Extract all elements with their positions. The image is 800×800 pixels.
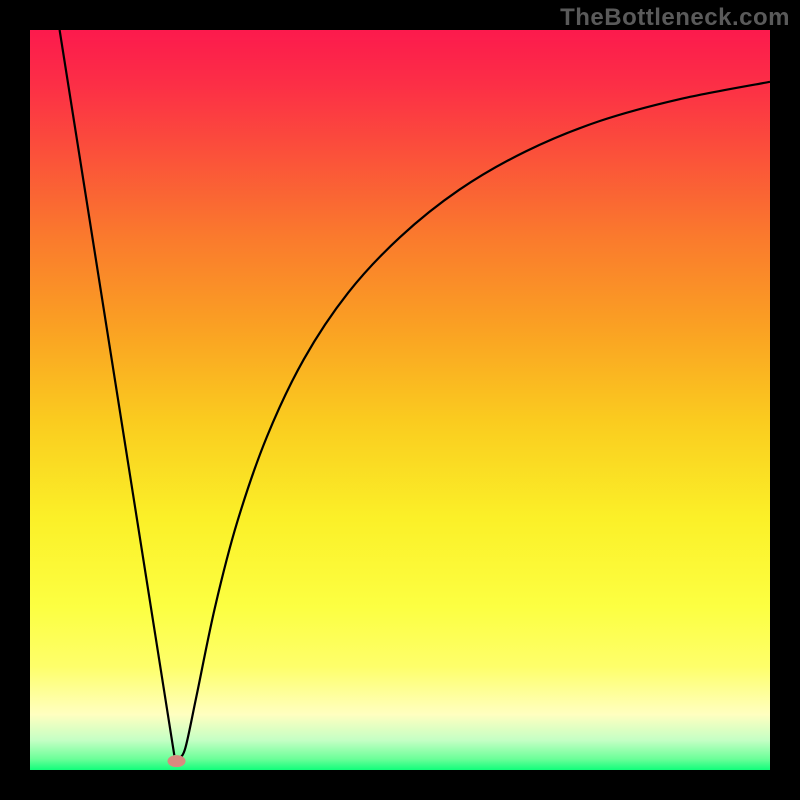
watermark-text: TheBottleneck.com xyxy=(560,4,790,32)
bottleneck-plot xyxy=(30,30,770,770)
chart-frame: TheBottleneck.com xyxy=(0,0,800,800)
minimum-marker xyxy=(168,755,186,767)
gradient-background xyxy=(30,30,770,770)
